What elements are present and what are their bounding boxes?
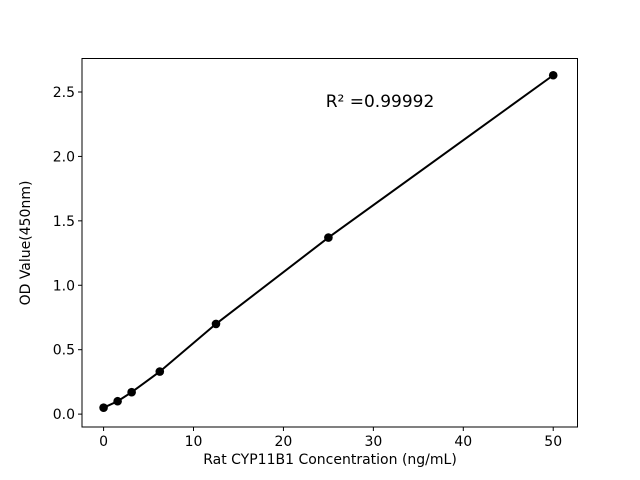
- data-point: [113, 396, 122, 406]
- data-point: [99, 403, 108, 412]
- x-tick-label: 30: [364, 434, 382, 450]
- y-tick-label: 1.5: [53, 214, 75, 230]
- x-tick-label: 10: [185, 434, 203, 450]
- y-tick-label: 2.0: [53, 149, 75, 165]
- plot-border: [81, 58, 578, 428]
- y-tick-label: 0.5: [53, 343, 75, 359]
- y-tick-label: 2.5: [53, 85, 75, 101]
- x-tick-label: 50: [544, 434, 562, 450]
- y-tick-label: 1.0: [53, 278, 75, 294]
- data-point: [324, 233, 333, 242]
- data-point: [548, 70, 558, 80]
- x-tick-label: 40: [454, 434, 472, 450]
- data-point: [211, 319, 221, 329]
- x-tick-label: 20: [275, 434, 293, 450]
- y-tick-label: 0.0: [53, 407, 75, 423]
- r-squared-annotation: R² =0.99992: [325, 92, 435, 112]
- y-axis-label: OD Value(450nm): [18, 180, 34, 306]
- x-tick-label: 0: [99, 434, 108, 450]
- x-axis-label: Rat CYP11B1 Concentration (ng/mL): [203, 452, 457, 468]
- data-point: [155, 367, 165, 376]
- data-point: [127, 387, 136, 397]
